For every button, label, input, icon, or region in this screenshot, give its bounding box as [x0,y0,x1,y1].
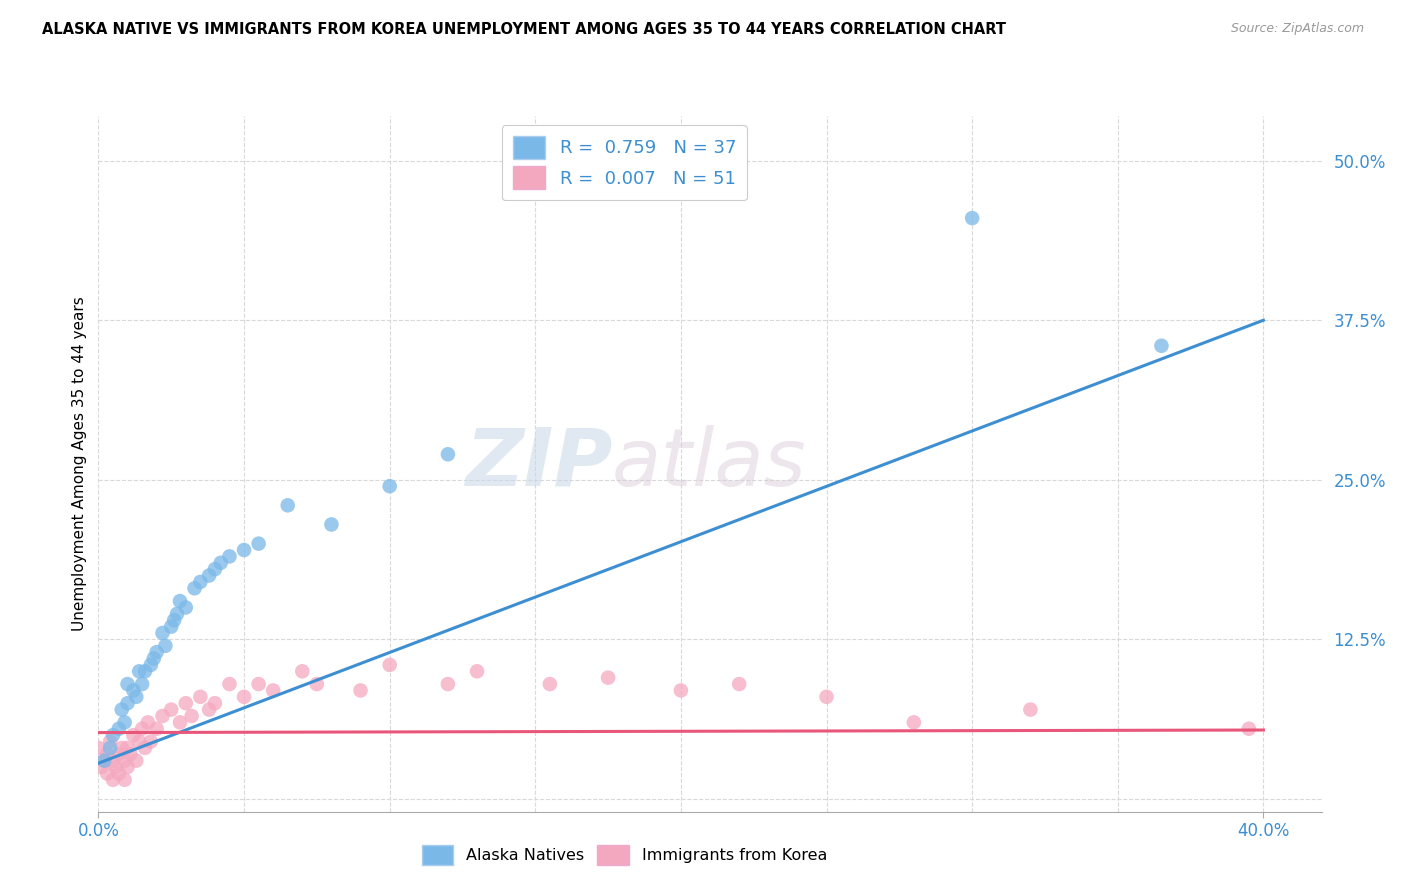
Point [93,754,115,768]
Point [960,211,983,225]
Point [247,677,270,691]
Point [142,651,165,665]
Point [108,766,131,780]
Point [108,747,131,762]
Point [111,740,134,755]
Point [204,562,226,576]
Point [114,715,136,730]
Point [98,740,121,755]
Point [101,728,124,742]
Point [160,703,183,717]
Text: ZIP: ZIP [465,425,612,503]
Point [1237,722,1260,736]
Point [669,683,692,698]
Point [596,671,619,685]
Point [131,722,153,736]
Point [98,734,121,748]
Point [131,677,153,691]
Point [247,536,270,550]
Point [125,690,148,704]
Point [183,582,205,596]
Point [117,696,139,710]
Point [114,754,136,768]
Point [437,677,460,691]
Y-axis label: Unemployment Among Ages 35 to 44 years: Unemployment Among Ages 35 to 44 years [72,296,87,632]
Point [1019,703,1042,717]
Point [93,754,115,768]
Point [209,556,232,570]
Point [728,677,751,691]
Point [188,690,212,704]
Point [117,760,139,774]
Point [166,607,188,621]
Point [305,677,328,691]
Text: Source: ZipAtlas.com: Source: ZipAtlas.com [1230,22,1364,36]
Point [321,517,343,532]
Point [111,703,134,717]
Point [204,696,226,710]
Point [218,677,240,691]
Point [152,626,174,640]
Point [117,740,139,755]
Point [277,499,299,513]
Point [128,734,150,748]
Point [180,709,202,723]
Point [160,619,183,633]
Point [262,683,284,698]
Point [233,543,256,558]
Point [1150,339,1173,353]
Point [139,734,162,748]
Point [291,665,314,679]
Point [120,747,142,762]
Point [163,613,186,627]
Point [145,645,167,659]
Point [378,657,401,672]
Point [117,677,139,691]
Point [188,574,212,589]
Point [218,549,240,564]
Point [538,677,561,691]
Point [174,696,197,710]
Point [903,715,925,730]
Point [134,740,156,755]
Point [378,479,401,493]
Point [155,639,177,653]
Point [122,683,145,698]
Point [96,766,118,780]
Point [169,594,191,608]
Point [134,665,156,679]
Point [104,760,127,774]
Point [152,709,174,723]
Point [125,754,148,768]
Point [815,690,838,704]
Point [233,690,256,704]
Point [90,760,112,774]
Point [122,728,145,742]
Point [101,754,124,768]
Point [139,657,162,672]
Point [136,715,159,730]
Legend: Alaska Natives, Immigrants from Korea: Alaska Natives, Immigrants from Korea [413,837,835,873]
Point [96,747,118,762]
Point [108,722,131,736]
Point [101,772,124,787]
Point [349,683,371,698]
Text: atlas: atlas [612,425,807,503]
Point [437,447,460,461]
Text: ALASKA NATIVE VS IMMIGRANTS FROM KOREA UNEMPLOYMENT AMONG AGES 35 TO 44 YEARS CO: ALASKA NATIVE VS IMMIGRANTS FROM KOREA U… [42,22,1007,37]
Point [465,665,488,679]
Point [145,722,167,736]
Point [87,740,110,755]
Point [198,703,221,717]
Point [174,600,197,615]
Point [198,568,221,582]
Point [169,715,191,730]
Point [128,665,150,679]
Point [114,772,136,787]
